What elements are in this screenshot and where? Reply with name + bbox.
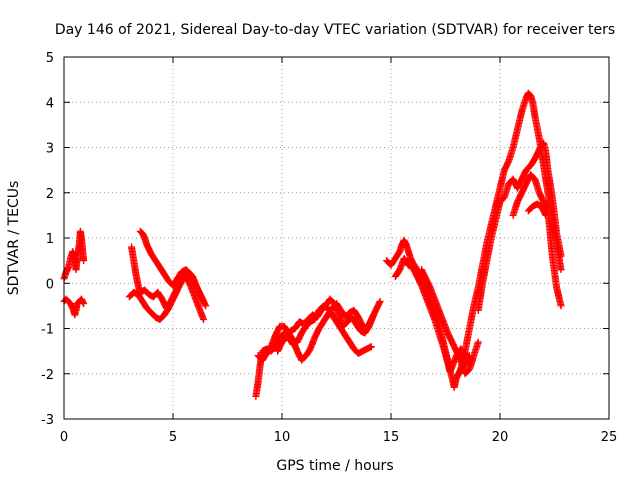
y-tick-label: 1 [46, 232, 54, 247]
x-tick-label: 20 [492, 430, 509, 445]
data-point [557, 302, 565, 310]
x-tick-label: 0 [60, 430, 68, 445]
y-tick-label: -3 [41, 413, 54, 428]
series-arc5b [474, 139, 565, 314]
data-point [200, 297, 208, 305]
data-markers [60, 89, 565, 400]
data-point [557, 252, 565, 260]
chart-title: Day 146 of 2021, Sidereal Day-to-day VTE… [55, 22, 615, 38]
data-point [200, 315, 208, 323]
x-tick-label: 15 [383, 430, 400, 445]
x-tick-label: 5 [169, 430, 177, 445]
series-arc2c [136, 227, 208, 305]
data-point [542, 211, 550, 219]
y-tick-label: 0 [46, 277, 54, 292]
series-arc1b [60, 295, 88, 319]
series-arc5d [524, 200, 550, 219]
series-arc2b [125, 272, 208, 323]
data-point [557, 266, 565, 274]
data-point [474, 338, 482, 346]
series-arc1a [60, 227, 88, 283]
y-tick-label: -2 [41, 368, 54, 383]
data-point [80, 257, 88, 265]
x-tick-label: 10 [274, 430, 291, 445]
series-arc3c [274, 295, 378, 355]
x-axis-label: GPS time / hours [276, 458, 393, 474]
data-point [202, 302, 210, 310]
y-tick-label: 3 [46, 142, 54, 157]
y-tick-label: 5 [46, 51, 54, 66]
y-axis-label: SDTVAR / TECUs [6, 181, 22, 296]
data-point [80, 300, 88, 308]
data-point [367, 343, 375, 351]
grid [64, 57, 609, 419]
y-tick-label: -1 [41, 323, 54, 338]
data-point [370, 311, 378, 319]
y-tick-label: 4 [46, 96, 54, 111]
data-point [376, 297, 384, 305]
x-tick-label: 25 [601, 430, 618, 445]
y-tick-label: 2 [46, 187, 54, 202]
axis-ticks: 0 5 10 15 20 25 -3 -2 -1 0 1 2 3 4 5 [41, 51, 617, 445]
